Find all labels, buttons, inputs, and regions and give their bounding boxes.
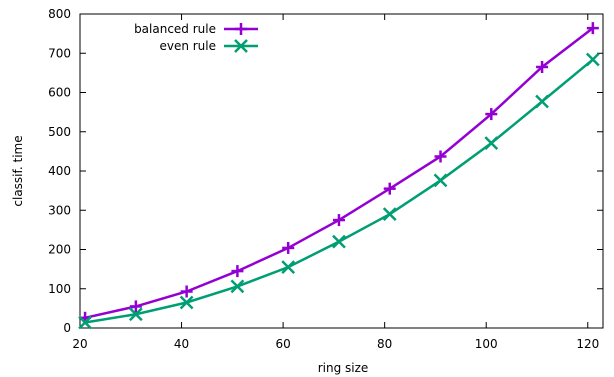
data-point [535, 94, 549, 109]
series-line [84, 27, 594, 320]
data-point [383, 182, 396, 195]
data-point [485, 108, 498, 121]
plot-frame [79, 13, 604, 329]
legend-marker [234, 39, 248, 53]
series-layer [78, 22, 600, 330]
x-tick-label: 20 [72, 337, 87, 351]
data-point [332, 214, 345, 227]
data-point [78, 315, 92, 330]
y-tick-label: 500 [48, 125, 71, 139]
data-point [179, 295, 194, 310]
data-point [128, 307, 143, 322]
data-point [484, 136, 499, 151]
data-point [586, 22, 599, 35]
data-point [231, 265, 244, 278]
series-line [84, 58, 594, 324]
legend-marker [235, 23, 247, 35]
x-tick-label: 80 [377, 337, 392, 351]
series-balanced-rule [79, 22, 599, 324]
x-tick-label: 120 [576, 337, 599, 351]
axes: 0 100 200 300 400 500 600 700 800 20 40 60 80 100 120 [48, 7, 604, 351]
x-axis-label: ring size [318, 361, 369, 375]
legend-label: balanced rule [134, 22, 216, 36]
x-tick-label: 100 [475, 337, 498, 351]
data-point [129, 300, 142, 313]
legend: balanced rule even rule [134, 22, 258, 53]
y-tick-label: 400 [48, 164, 71, 178]
data-point [382, 207, 397, 222]
data-point [282, 241, 295, 254]
data-point [332, 234, 346, 249]
y-tick-label: 700 [48, 46, 71, 60]
y-tick-label: 600 [48, 86, 71, 100]
y-axis-label: classif. time [11, 135, 25, 206]
x-tick-label: 60 [275, 337, 290, 351]
data-point [434, 150, 447, 163]
x-tick-label: 40 [174, 337, 189, 351]
data-point [433, 173, 448, 188]
legend-label: even rule [159, 39, 216, 53]
y-tick-label: 300 [48, 203, 71, 217]
data-point [180, 285, 193, 298]
data-point [585, 52, 600, 67]
data-point [281, 260, 296, 275]
y-tick-label: 800 [48, 7, 71, 21]
series-even-rule [78, 52, 600, 330]
data-point [230, 279, 245, 294]
y-tick-label: 200 [48, 243, 71, 257]
data-point [536, 60, 549, 73]
y-tick-label: 100 [48, 282, 71, 296]
y-tick-label: 0 [63, 321, 71, 335]
